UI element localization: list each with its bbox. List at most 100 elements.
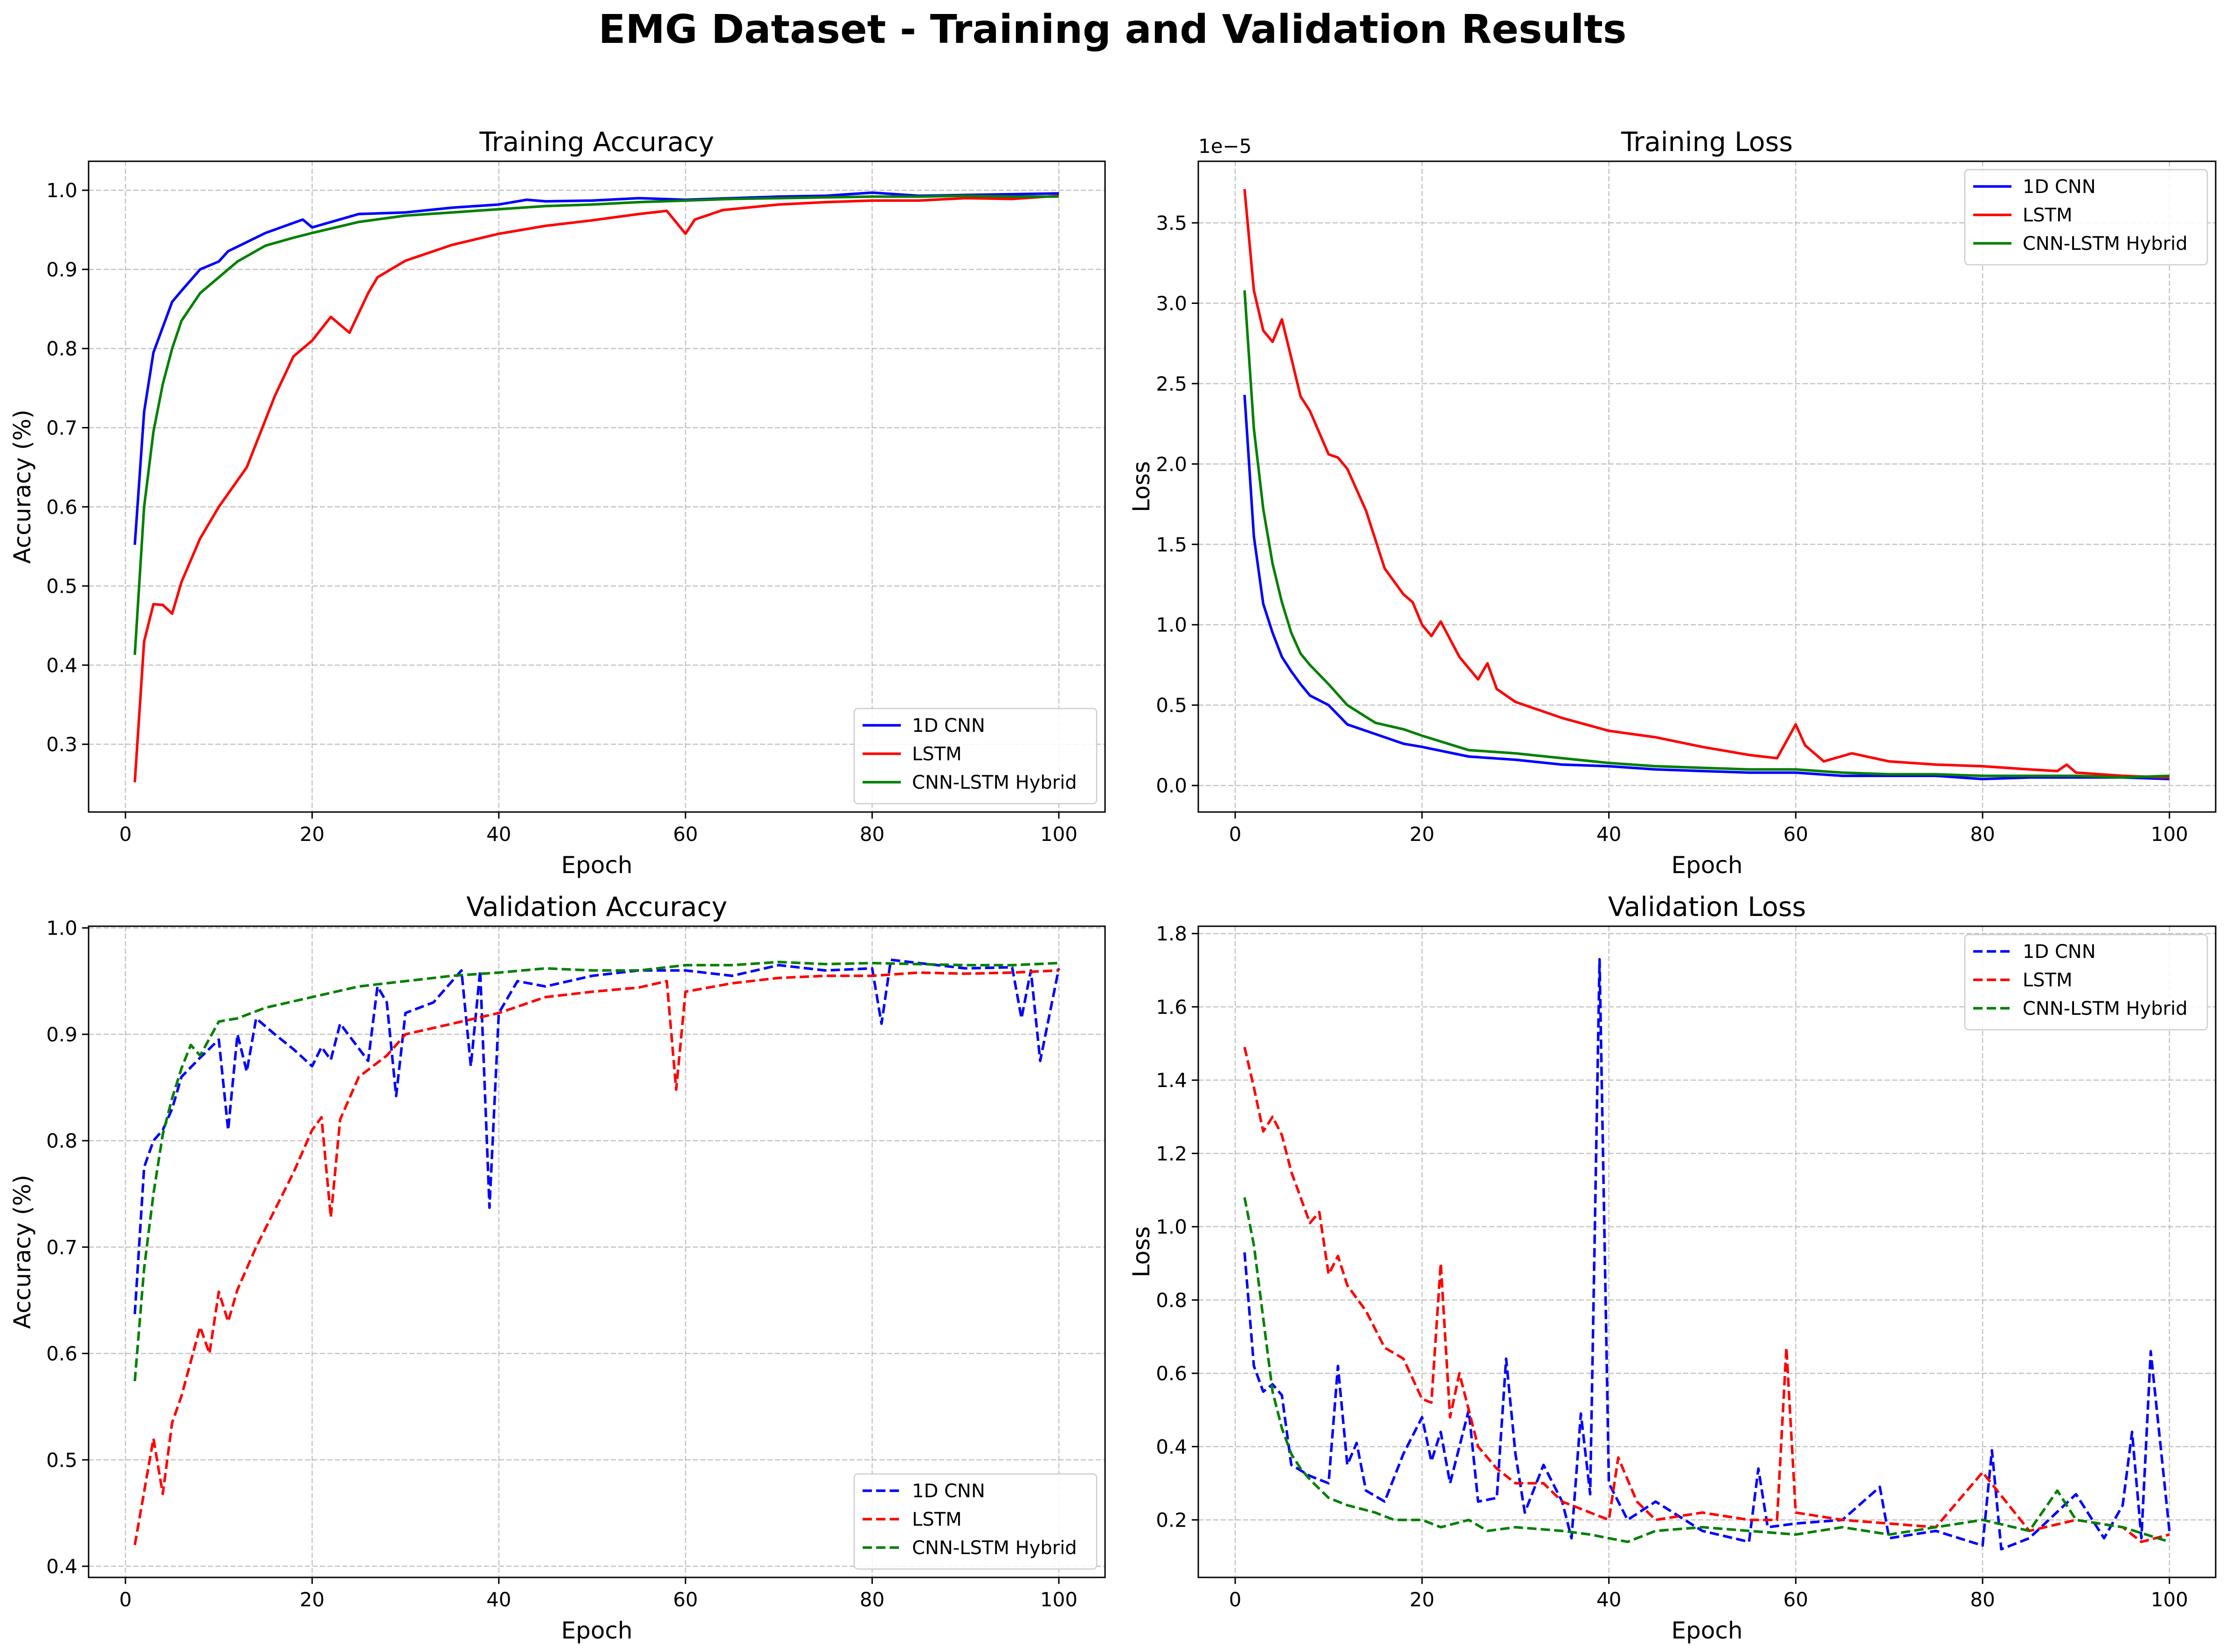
x-tick-label: 40	[486, 1588, 511, 1611]
chart-panel-1: 0 20 40 60 80 100 0.3 0.4 0.5 0.6 0.7 0.8 0.9 1.0 Trai…	[9, 127, 1106, 879]
legend-label-1d-cnn: 1D CNN	[2023, 176, 2096, 198]
legend-box	[1964, 934, 2208, 1031]
axes-frame	[1197, 925, 2217, 1578]
series-group	[133, 191, 1059, 783]
y-tick-label: 0.0	[1156, 774, 1187, 797]
legend: 1D CNN LSTM CNN-LSTM Hybrid	[1964, 169, 2208, 266]
x-tick-label: 100	[1040, 823, 1078, 846]
series-line-1d-cnn	[1243, 958, 2171, 1551]
legend-label-1d-cnn: 1D CNN	[912, 715, 985, 737]
x-axis-label: Epoch	[561, 1617, 632, 1644]
x-tick-label: 100	[2151, 823, 2188, 846]
y-tick-label: 1.2	[1156, 1142, 1187, 1165]
y-tick-label: 2.5	[1156, 372, 1187, 395]
x-tick-label: 60	[673, 1588, 698, 1611]
y-tick-label: 1.0	[46, 917, 77, 940]
y-tick-label: 1.4	[1156, 1069, 1187, 1092]
chart-title: Training Loss	[1621, 127, 1793, 158]
y-tick-label: 3.5	[1156, 212, 1187, 234]
y-tick-label: 3.0	[1156, 292, 1187, 315]
x-axis-label: Epoch	[1671, 852, 1742, 879]
x-tick-label: 20	[1410, 823, 1434, 846]
y-tick-label: 0.6	[1156, 1362, 1187, 1385]
x-tick-label: 80	[1970, 1588, 1995, 1611]
chart-title: Validation Loss	[1608, 892, 1806, 922]
y-tick-label: 0.7	[46, 417, 77, 440]
y-tick-label: 0.8	[46, 337, 77, 360]
y-tick-label: 0.5	[46, 575, 77, 598]
legend-label-cnn-lstm-hybrid: CNN-LSTM Hybrid	[2023, 998, 2188, 1019]
legend-label-1d-cnn: 1D CNN	[2023, 941, 2096, 963]
legend: 1D CNN LSTM CNN-LSTM Hybrid	[1964, 934, 2208, 1031]
y-tick-label: 0.4	[1156, 1435, 1187, 1458]
x-axis-label: Epoch	[561, 852, 632, 879]
y-tick-label: 0.3	[46, 733, 77, 756]
series-line-lstm	[1243, 1046, 2170, 1543]
x-tick-label: 40	[1596, 1588, 1621, 1611]
x-tick-label: 0	[119, 823, 132, 846]
legend-label-lstm: LSTM	[2023, 205, 2073, 226]
legend-box	[853, 1473, 1098, 1570]
series-line-lstm	[1243, 189, 2170, 779]
figure-title: EMG Dataset - Training and Validation Re…	[598, 7, 1627, 53]
x-tick-label: 60	[1783, 823, 1808, 846]
legend-label-cnn-lstm-hybrid: CNN-LSTM Hybrid	[912, 772, 1077, 793]
series-line-cnn-lstm-hybrid	[1243, 1197, 2170, 1543]
chart-panel-4: 0 20 40 60 80 100 0.2 0.4 0.6 0.8 1.0 1.2 1.4 1.6 1.8 V…	[1128, 892, 2217, 1644]
y-tick-label: 1.0	[1156, 1216, 1187, 1239]
x-tick-label: 80	[860, 1588, 884, 1611]
x-axis-label: Epoch	[1671, 1617, 1742, 1644]
x-tick-label: 40	[1596, 823, 1621, 846]
y-axis-label: Loss	[1128, 1226, 1155, 1278]
y-offset-label: 1e−5	[1198, 135, 1251, 158]
legend-label-lstm: LSTM	[2023, 970, 2073, 991]
x-tick-label: 0	[1229, 823, 1242, 846]
x-tick-label: 0	[119, 1588, 132, 1611]
x-tick-label: 20	[300, 1588, 325, 1611]
series-line-lstm	[133, 194, 1059, 783]
y-tick-label: 0.5	[1156, 694, 1187, 717]
y-tick-label: 0.9	[46, 1023, 77, 1046]
series-group	[133, 958, 1060, 1545]
series-line-lstm	[133, 969, 1059, 1545]
chart-panel-2: 0 20 40 60 80 100 0.0 0.5 1.0 1.5 2.0 2.5 3.0 3.5 Trai…	[1128, 127, 2217, 879]
chart-panel-3: 0 20 40 60 80 100 0.4 0.5 0.6 0.7 0.8 0.9 1.0 Validat…	[9, 892, 1106, 1644]
y-tick-label: 1.6	[1156, 996, 1187, 1019]
legend-label-lstm: LSTM	[912, 1509, 962, 1530]
series-line-cnn-lstm-hybrid	[133, 194, 1059, 655]
x-tick-label: 100	[1040, 1588, 1078, 1611]
y-tick-label: 1.5	[1156, 533, 1187, 556]
legend-label-cnn-lstm-hybrid: CNN-LSTM Hybrid	[2023, 233, 2188, 255]
legend-label-cnn-lstm-hybrid: CNN-LSTM Hybrid	[912, 1537, 1077, 1559]
y-tick-label: 0.4	[46, 654, 77, 677]
series-group	[1243, 189, 2170, 781]
y-tick-label: 0.2	[1156, 1509, 1187, 1532]
x-tick-label: 100	[2151, 1588, 2188, 1611]
y-tick-label: 0.4	[46, 1555, 77, 1578]
legend-label-1d-cnn: 1D CNN	[912, 1480, 985, 1502]
y-tick-label: 0.9	[46, 258, 77, 281]
x-tick-label: 80	[860, 823, 884, 846]
x-tick-label: 40	[486, 823, 511, 846]
series-line-1d-cnn	[133, 191, 1059, 545]
legend-box	[1964, 169, 2208, 266]
y-tick-label: 1.0	[46, 179, 77, 202]
y-axis-label: Accuracy (%)	[9, 410, 36, 564]
series-line-cnn-lstm-hybrid	[133, 960, 1059, 1382]
series-line-1d-cnn	[133, 958, 1060, 1315]
chart-title: Validation Accuracy	[466, 892, 727, 922]
x-tick-label: 60	[1783, 1588, 1808, 1611]
series-line-cnn-lstm-hybrid	[1243, 290, 2170, 779]
y-tick-label: 0.7	[46, 1236, 77, 1259]
y-tick-label: 0.6	[46, 496, 77, 518]
y-axis-label: Accuracy (%)	[9, 1175, 36, 1329]
chart-title: Training Accuracy	[479, 127, 714, 158]
x-tick-label: 20	[1410, 1588, 1434, 1611]
series-line-1d-cnn	[1243, 394, 2170, 781]
legend-label-lstm: LSTM	[912, 743, 962, 765]
y-tick-label: 0.6	[46, 1342, 77, 1365]
y-axis-label: Loss	[1128, 461, 1155, 512]
legend: 1D CNN LSTM CNN-LSTM Hybrid	[853, 1473, 1098, 1570]
x-tick-label: 20	[300, 823, 325, 846]
axes-frame	[1197, 160, 2217, 813]
